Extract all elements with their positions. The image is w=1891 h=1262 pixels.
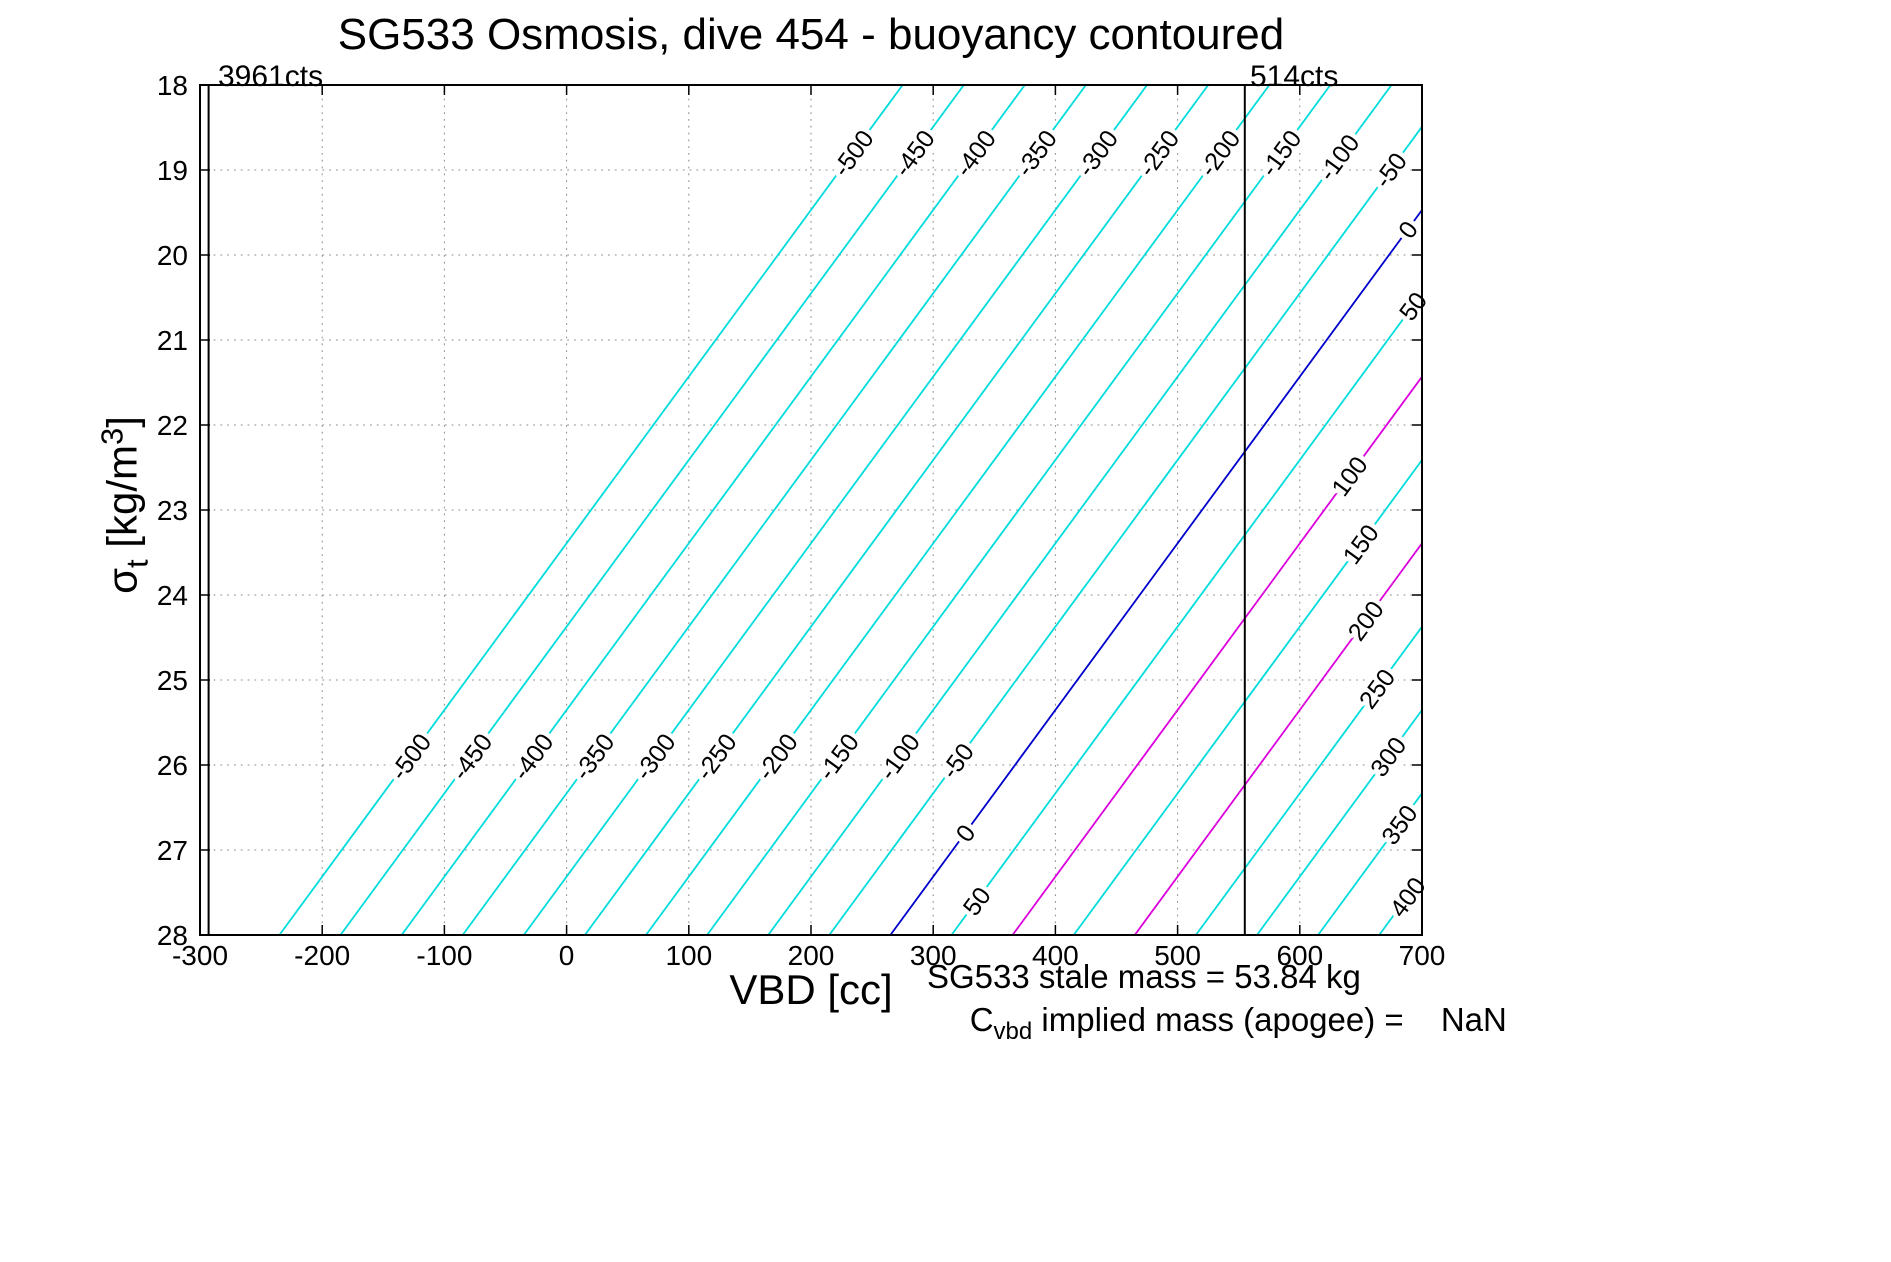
y-tick-label: 18 (157, 70, 188, 101)
y-tick-label: 25 (157, 665, 188, 696)
contour-label: -50 (1369, 148, 1413, 194)
contour-label: -100 (874, 729, 926, 786)
x-tick-label: 300 (910, 940, 957, 971)
x-tick-label: 200 (788, 940, 835, 971)
y-tick-label: 26 (157, 750, 188, 781)
contour-label: 300 (1365, 732, 1412, 782)
contour-label: -150 (813, 729, 865, 786)
footer-implied-rest: implied mass (apogee) = (1032, 1001, 1413, 1038)
contour-label: 100 (1326, 451, 1373, 501)
contour-label: -100 (1313, 129, 1365, 186)
y-axis-label-sigma: σ (98, 567, 146, 594)
contour-label: -500 (385, 729, 437, 786)
contour-line (461, 84, 1087, 936)
left-marker-count-label: 3961cts (218, 60, 324, 93)
y-axis-label-superscript: 3 (94, 427, 130, 446)
footer-stale-mass: SG533 stale mass = 53.84 kg (927, 958, 1361, 995)
x-tick-label: -300 (172, 940, 228, 971)
contour-label: -200 (1194, 125, 1246, 182)
y-tick-label: 24 (157, 580, 188, 611)
contour-line (400, 84, 1026, 936)
contour-label: 50 (958, 882, 997, 921)
y-tick-label: 22 (157, 410, 188, 441)
contour-line (889, 209, 1423, 936)
y-tick-label: 23 (157, 495, 188, 526)
y-tick-label: 21 (157, 325, 188, 356)
y-tick-label: 19 (157, 155, 188, 186)
contour-label: 200 (1343, 596, 1390, 646)
contour-label: -400 (950, 125, 1002, 182)
y-axis-label-subscript: t (119, 559, 155, 568)
y-axis-label: σt [kg/m3] (95, 416, 156, 594)
contour-line (828, 126, 1423, 936)
contour-label: -350 (568, 729, 620, 786)
contour-line (278, 84, 904, 936)
x-tick-label: 500 (1154, 940, 1201, 971)
y-axis-label-units: [kg/m (98, 445, 146, 560)
contour-line (339, 84, 965, 936)
contour-line (950, 292, 1423, 936)
contour-label: 0 (1393, 216, 1424, 244)
footer-implied-subscript: vbd (993, 1018, 1033, 1045)
footer-implied-prefix: C (969, 1001, 994, 1038)
contour-label: 50 (1394, 287, 1433, 326)
contour-line (584, 84, 1209, 936)
x-tick-label: 600 (1276, 940, 1323, 971)
contour-label: -400 (507, 729, 559, 786)
contour-line (1134, 542, 1423, 936)
x-tick-label: 400 (1032, 940, 1079, 971)
contour-line (523, 84, 1148, 936)
contour-line (706, 84, 1332, 936)
contour-line (1011, 376, 1423, 936)
x-tick-label: 100 (665, 940, 712, 971)
right-marker-count-label: 514cts (1250, 60, 1339, 93)
contour-label: -300 (1072, 125, 1124, 182)
contour-line (1317, 792, 1423, 936)
footer-implied-mass: Cvbd implied mass (apogee) = NaN (933, 963, 1507, 1084)
contour-line (645, 84, 1271, 936)
footer-implied-value: NaN (1440, 1001, 1507, 1038)
contour-label: -300 (629, 729, 681, 786)
chart-title: SG533 Osmosis, dive 454 - buoyancy conto… (337, 10, 1285, 59)
contour-label: 0 (951, 820, 982, 848)
contour-line (767, 84, 1393, 936)
x-tick-label: -200 (294, 940, 350, 971)
contour-line (1378, 876, 1423, 936)
y-axis-label-units-close: ] (98, 416, 146, 428)
contour-label: -500 (828, 125, 880, 182)
contour-label: 150 (1338, 519, 1385, 569)
x-tick-label: -100 (416, 940, 472, 971)
contour-label: 250 (1354, 664, 1401, 714)
contour-label: 400 (1384, 872, 1431, 922)
contour-label: -200 (752, 729, 804, 786)
x-axis-label: VBD [cc] (729, 966, 893, 1013)
x-tick-label: 700 (1399, 940, 1446, 971)
contour-label: -250 (691, 729, 743, 786)
contour-line (1256, 709, 1423, 936)
contour-line (1195, 626, 1423, 936)
y-tick-label: 20 (157, 240, 188, 271)
contour-line (1072, 459, 1423, 936)
contour-label: -450 (446, 729, 498, 786)
contour-label: 350 (1376, 800, 1423, 850)
y-tick-label: 28 (157, 920, 188, 951)
x-tick-label: 0 (559, 940, 575, 971)
y-tick-label: 27 (157, 835, 188, 866)
contour-label: -50 (936, 738, 980, 784)
